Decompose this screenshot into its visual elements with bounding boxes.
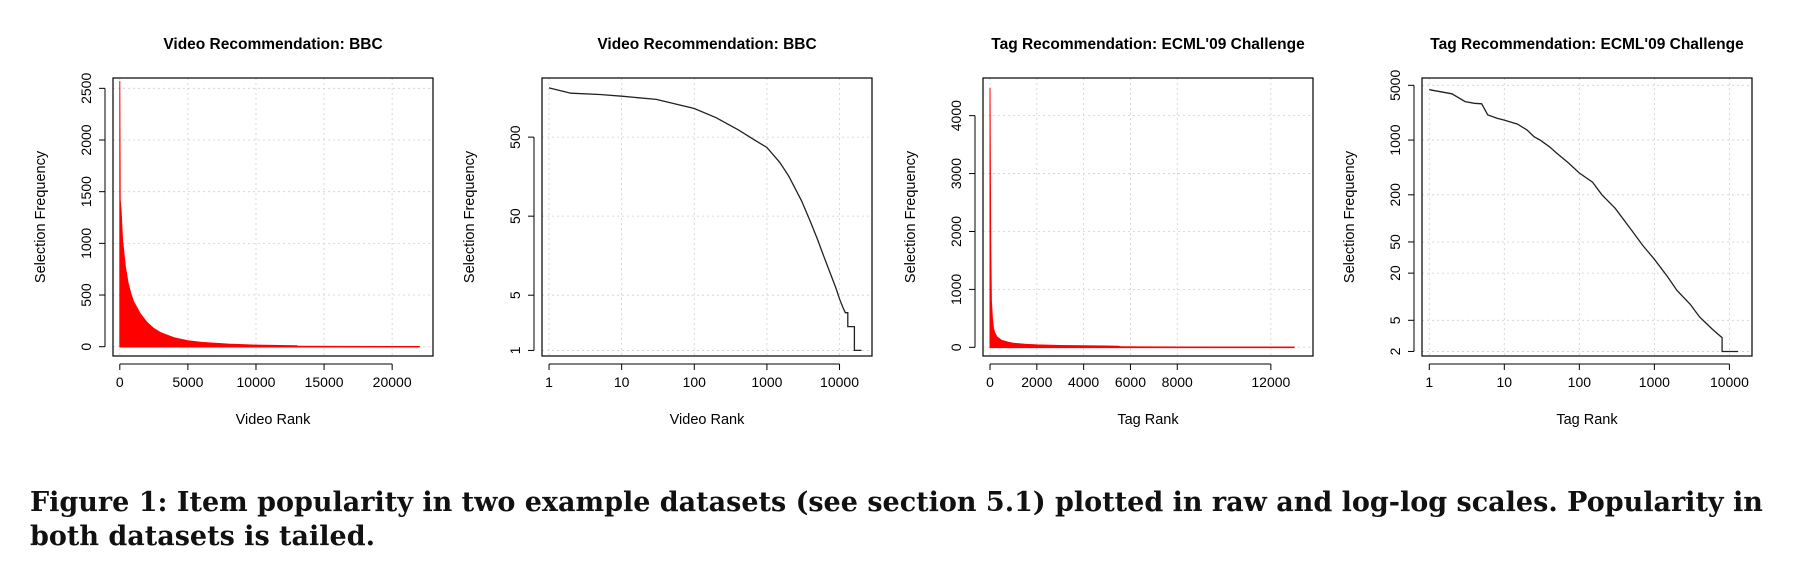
x-tick-label: 8000: [1162, 374, 1193, 390]
y-tick-label: 50: [507, 208, 523, 224]
y-tick-label: 2500: [78, 73, 94, 104]
x-axis-title: Video Rank: [236, 412, 311, 428]
popularity-line-series: [548, 87, 862, 352]
x-tick-label: 1: [545, 374, 553, 390]
chart-panel-4: 1 10 100 1000 10000 2 5 20 50 200 1000 5000 Tag Reco…: [1342, 36, 1753, 428]
x-tick-label: 5000: [172, 374, 203, 390]
y-axis-title: Selection Frequency: [1342, 150, 1358, 283]
x-tick-label: 4000: [1068, 374, 1099, 390]
x-tick-label: 0: [116, 374, 124, 390]
y-tick-label: 1000: [948, 274, 964, 305]
y-tick-label: 50: [1387, 234, 1403, 250]
chart-title: Video Recommendation: BBC: [163, 36, 382, 53]
x-tick-label: 10: [614, 374, 630, 390]
y-tick-label: 0: [78, 343, 94, 351]
x-axis-title: Tag Rank: [1556, 412, 1618, 428]
y-tick-label: 3000: [948, 158, 964, 189]
y-tick-label: 2: [1387, 347, 1403, 355]
y-tick-label: 2000: [948, 216, 964, 247]
x-tick-label: 10000: [1710, 374, 1749, 390]
chart-panel-2: 1 10 100 1000 10000 1 5 50 500 Video Recommendati…: [462, 36, 873, 428]
y-tick-label: 0: [948, 343, 964, 351]
x-tick-label: 0: [986, 374, 994, 390]
y-tick-label: 5: [507, 291, 523, 299]
x-tick-label: 10000: [237, 374, 276, 390]
popularity-line-series: [1429, 89, 1738, 353]
x-tick-label: 1: [1425, 374, 1433, 390]
x-axis-title: Video Rank: [670, 412, 745, 428]
x-axis-title: Tag Rank: [1117, 412, 1179, 428]
y-tick-label: 20: [1387, 265, 1403, 281]
y-tick-label: 500: [507, 125, 523, 149]
x-tick-label: 1000: [1639, 374, 1670, 390]
popularity-area-series: [989, 87, 1295, 348]
popularity-area-series: [119, 81, 420, 348]
y-tick-label: 5000: [1387, 70, 1403, 101]
y-tick-label: 2000: [78, 124, 94, 155]
plot-frame: [1421, 77, 1753, 357]
chart-title: Tag Recommendation: ECML'09 Challenge: [1430, 36, 1744, 53]
x-tick-label: 10000: [820, 374, 859, 390]
x-tick-label: 15000: [305, 374, 344, 390]
figure-caption: Figure 1: Item popularity in two example…: [30, 487, 1763, 552]
chart-title: Video Recommendation: BBC: [597, 36, 816, 53]
y-axis-title: Selection Frequency: [33, 150, 49, 283]
x-tick-label: 6000: [1115, 374, 1146, 390]
y-axis-title: Selection Frequency: [903, 150, 919, 283]
y-tick-label: 200: [1387, 183, 1403, 207]
y-tick-label: 1500: [78, 176, 94, 207]
plot-frame: [982, 77, 1314, 357]
plot-frame: [112, 77, 434, 357]
x-tick-label: 12000: [1251, 374, 1290, 390]
x-tick-label: 2000: [1021, 374, 1052, 390]
chart-panel-1: 0 5000 10000 15000 20000 0 500 1000 1500 2000 2500…: [33, 36, 434, 428]
y-tick-label: 1: [507, 346, 523, 354]
y-tick-label: 4000: [948, 100, 964, 131]
x-tick-label: 20000: [373, 374, 412, 390]
y-tick-label: 5: [1387, 316, 1403, 324]
y-tick-label: 1000: [78, 228, 94, 259]
y-tick-label: 500: [78, 283, 94, 307]
chart-title: Tag Recommendation: ECML'09 Challenge: [991, 36, 1305, 53]
plot-frame: [541, 77, 873, 357]
y-tick-label: 1000: [1387, 124, 1403, 155]
x-tick-label: 100: [1568, 374, 1592, 390]
x-tick-label: 10: [1497, 374, 1513, 390]
y-axis-title: Selection Frequency: [462, 150, 478, 283]
x-tick-label: 1000: [751, 374, 782, 390]
chart-panel-3: 0 2000 4000 6000 8000 12000 0 1000 2000 3000 4000 T…: [903, 36, 1314, 428]
x-tick-label: 100: [683, 374, 707, 390]
